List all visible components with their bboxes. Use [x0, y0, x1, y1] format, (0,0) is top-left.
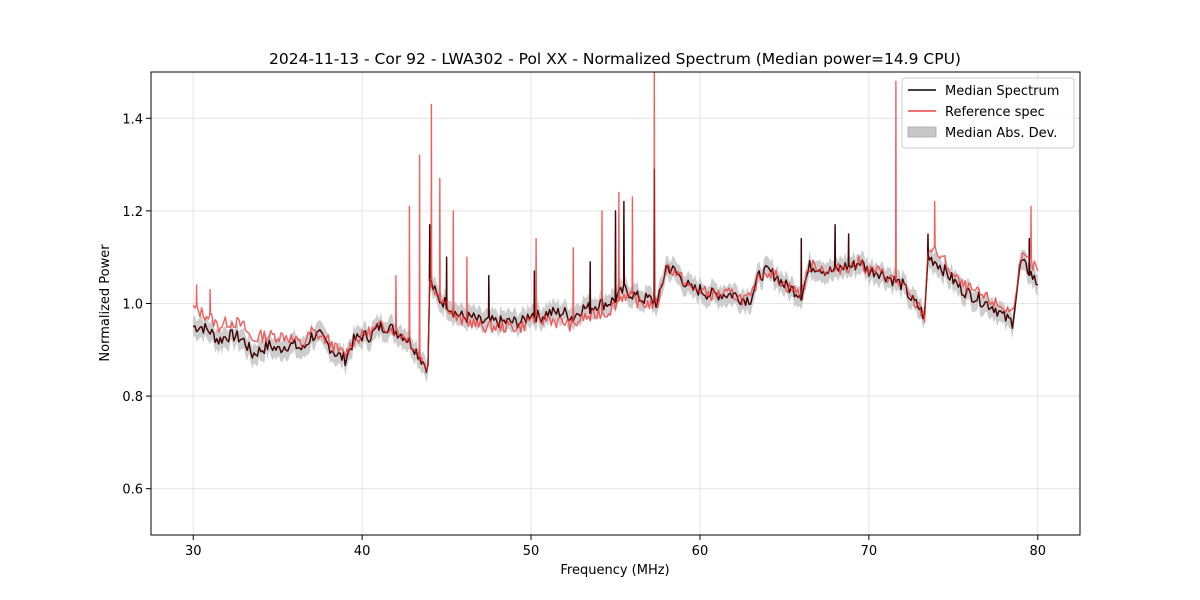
y-tick-label: 1.4	[122, 112, 143, 127]
y-tick-label: 1.2	[122, 205, 143, 220]
overlap-spectrum-line	[192, 168, 1038, 373]
x-tick-label: 60	[692, 544, 709, 559]
mad-band	[193, 245, 1038, 383]
legend-frame	[901, 77, 1075, 149]
y-tick-label: 0.6	[122, 483, 143, 498]
y-axis: 0.6 0.8 1.0 1.2 1.4	[122, 112, 151, 498]
y-axis-label: Normalized Power	[98, 244, 113, 362]
legend-mad-label: Median Abs. Dev.	[945, 126, 1057, 141]
legend-mad-swatch	[907, 126, 937, 138]
x-axis: 30 40 50 60 70 80	[185, 535, 1046, 559]
chart-title: 2024-11-13 - Cor 92 - LWA302 - Pol XX - …	[269, 50, 961, 68]
x-tick-label: 40	[354, 544, 371, 559]
legend-median-label: Median Spectrum	[945, 84, 1059, 99]
y-tick-label: 0.8	[122, 390, 143, 405]
mad-band-layer	[193, 245, 1038, 383]
overlap-layer	[192, 168, 1038, 373]
x-tick-label: 30	[185, 544, 202, 559]
y-tick-label: 1.0	[122, 298, 143, 313]
legend-reference-label: Reference spec	[945, 105, 1045, 120]
x-axis-label: Frequency (MHz)	[560, 563, 669, 578]
x-tick-label: 50	[523, 544, 540, 559]
plot-area	[192, 72, 1039, 383]
legend: Median Spectrum Reference spec Median Ab…	[901, 77, 1075, 149]
x-tick-label: 70	[861, 544, 878, 559]
x-tick-label: 80	[1029, 544, 1046, 559]
